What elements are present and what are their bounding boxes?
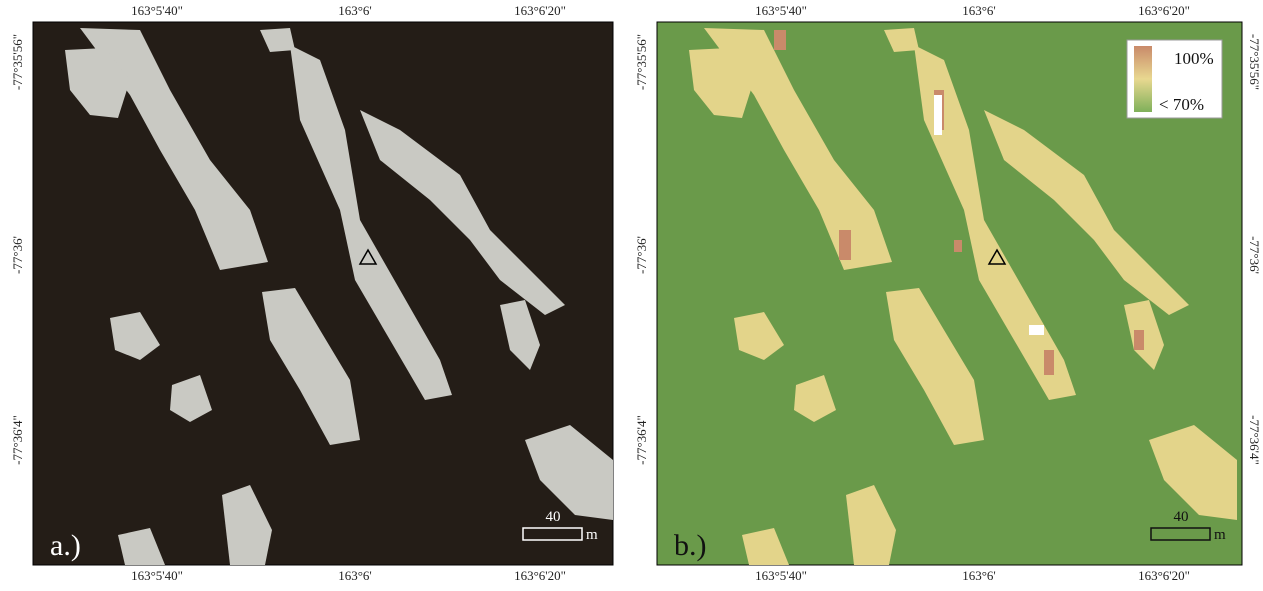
- legend-gradient: [1134, 46, 1152, 112]
- bottom-tick-label: 163°6': [338, 568, 372, 583]
- left-tick-label: -77°35'56": [10, 34, 25, 90]
- right-tick-label: -77°35'56": [1247, 34, 1262, 90]
- right-tick-label: -77°36'4": [1247, 415, 1262, 465]
- top-tick-label: 163°6'20": [514, 3, 566, 18]
- scale-bar-value: 40: [546, 509, 561, 525]
- scale-bar-unit: m: [1214, 527, 1226, 543]
- left-tick-label: -77°36'4": [10, 415, 25, 465]
- top-tick-label: 163°6'20": [1138, 3, 1190, 18]
- scale-bar-value: 40: [1174, 509, 1189, 525]
- right-tick-label: -77°36': [1247, 236, 1262, 274]
- figure: 163°5'40" 163°6' 163°6'20" 163°5'40" 163°6' 1…: [0, 0, 1263, 586]
- panel-label: a.): [50, 529, 81, 562]
- top-tick-label: 163°6': [962, 3, 996, 18]
- panel-a: 163°5'40" 163°6' 163°6'20" 163°5'40" 163°6' 1…: [10, 3, 613, 583]
- scale-bar-unit: m: [586, 527, 598, 543]
- left-tick-label: -77°36': [634, 236, 649, 274]
- panel-b: 163°5'40" 163°6' 163°6'20" 163°5'40" 163°6' 1…: [634, 3, 1262, 583]
- top-tick-label: 163°5'40": [755, 3, 807, 18]
- bottom-tick-label: 163°6'20": [1138, 568, 1190, 583]
- left-tick-label: -77°36': [10, 236, 25, 274]
- top-tick-label: 163°6': [338, 3, 372, 18]
- legend-high: 100%: [1174, 49, 1214, 68]
- bottom-tick-label: 163°6': [962, 568, 996, 583]
- left-tick-label: -77°36'4": [634, 415, 649, 465]
- left-tick-label: -77°35'56": [634, 34, 649, 90]
- legend-low: < 70%: [1159, 95, 1204, 114]
- bottom-tick-label: 163°5'40": [131, 568, 183, 583]
- panel-label: b.): [674, 529, 707, 562]
- bottom-tick-label: 163°5'40": [755, 568, 807, 583]
- bottom-tick-label: 163°6'20": [514, 568, 566, 583]
- top-tick-label: 163°5'40": [131, 3, 183, 18]
